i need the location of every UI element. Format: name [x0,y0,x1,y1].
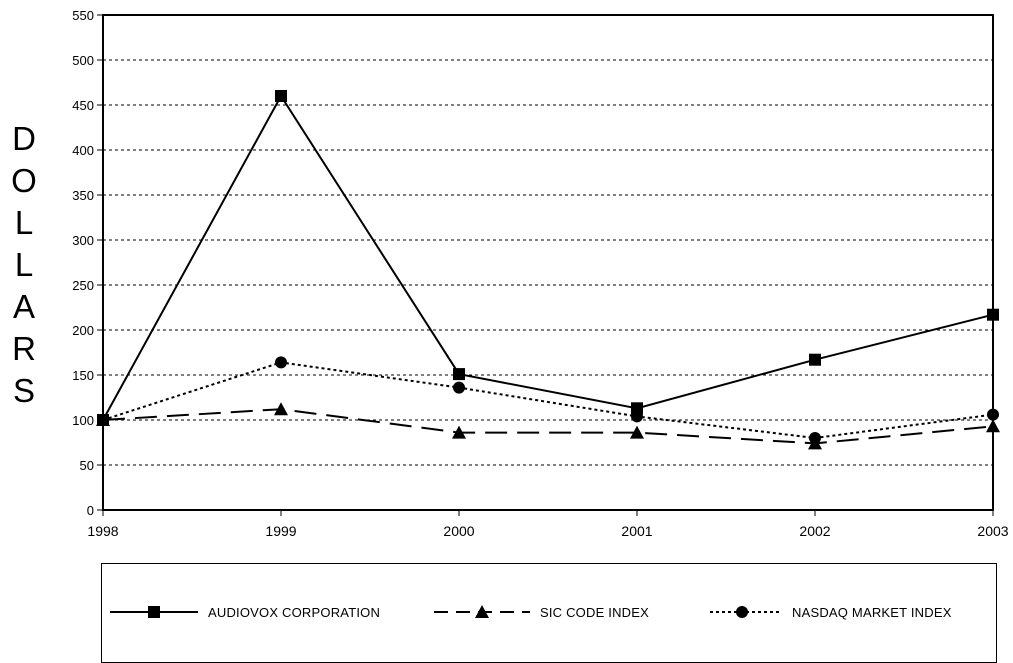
data-point-circle [809,432,821,444]
data-point-circle [275,356,287,369]
y-tick-label: 300 [72,233,94,248]
legend-item-nasdaq: NASDAQ MARKET INDEX [708,598,952,626]
data-point-square [987,308,999,321]
legend-item-sic: SIC CODE INDEX [432,598,649,626]
data-point-triangle [274,402,288,416]
y-tick-label: 0 [87,503,94,518]
y-tick-label: 50 [80,458,94,473]
x-tick-label: 1998 [87,523,118,539]
data-point-square [275,90,287,102]
legend-label-audiovox: AUDIOVOX CORPORATION [208,604,381,620]
y-tick-label: 500 [72,53,94,68]
data-point-square [809,353,821,366]
y-tick-label: 550 [72,8,94,23]
legend-label-sic: SIC CODE INDEX [540,604,649,620]
data-point-triangle [630,425,644,439]
legend-swatch-triangle-icon [434,605,530,618]
y-tick-label: 350 [72,188,94,203]
y-tick-label: 200 [72,323,94,338]
y-tick-label: 150 [72,368,94,383]
data-point-circle [97,414,109,426]
x-tick-label: 2003 [977,523,1008,539]
line-chart: 0 50 100 150 200 250 300 350 400 450 500 550 1998 199… [72,8,1008,539]
plot-frame [102,14,994,511]
x-tick-label: 2001 [621,523,652,539]
y-tick-label: 100 [72,413,94,428]
series-line-square [102,94,994,421]
series-line-triangle [102,408,994,445]
data-point-circle [987,408,999,421]
data-point-circle [453,381,465,394]
data-point-circle [631,410,643,423]
legend: AUDIOVOX CORPORATION SIC CODE INDEX NASD… [101,563,997,663]
y-axis-label: DOLLARS [11,120,37,409]
x-tick-label: 2002 [799,523,830,539]
x-tick-label: 1999 [265,523,296,539]
data-point-triangle [986,419,1000,433]
series-line-circle [102,361,994,440]
legend-item-audiovox: AUDIOVOX CORPORATION [108,598,380,626]
legend-label-nasdaq: NASDAQ MARKET INDEX [792,604,952,620]
y-tick-label: 250 [72,278,94,293]
data-point-square [453,368,465,381]
legend-swatch-circle-icon [710,606,782,618]
x-tick-label: 2000 [443,523,474,539]
y-tick-label: 400 [72,143,94,158]
y-tick-label: 450 [72,98,94,113]
data-point-triangle [452,425,466,439]
legend-swatch-square-icon [110,606,198,618]
